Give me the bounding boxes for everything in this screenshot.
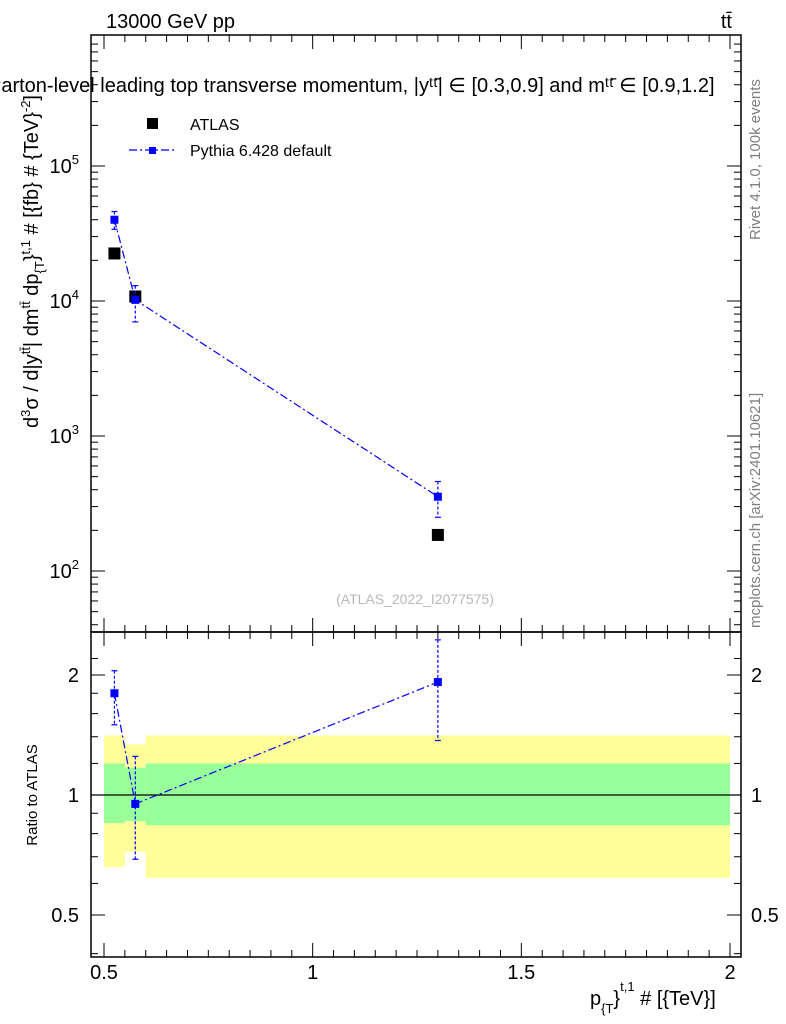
svg-text:d3σ / d|ytt̄| dmtt̄ dp{T}t,1 #: d3σ / d|ytt̄| dmtt̄ dp{T}t,1 # [{fb} # {… [18,95,47,428]
legend-pythia-label: Pythia 6.428 default [190,143,332,160]
atlas-data-point [108,247,121,260]
legend-atlas-label: ATLAS [190,117,240,134]
ratio-y-axis-title: Ratio to ATLAS [24,744,41,845]
ratio-pythia-point [110,689,119,698]
process-label: tt̄ [721,11,733,33]
chart-title: Parton-level leading top transverse mome… [0,75,715,97]
ratio-pythia-point [433,678,442,687]
x-tick-label: 1 [307,962,318,984]
rivet-version-label: Rivet 4.1.0, 100k events [747,79,764,240]
atlas-data-point [431,528,444,541]
ratio-y-tick-label-right: 0.5 [751,905,779,927]
main-y-axis: 102 103 104 105 [50,43,741,626]
main-y-axis-title: d3σ / d|ytt̄| dmtt̄ dp{T}t,1 # [{fb} # {… [18,95,47,428]
ratio-stat-uncertainty-band [104,763,125,824]
ratio-y-tick-label-right: 2 [751,665,762,687]
x-axis-title: p{T}t,1 # [{TeV}] [590,979,716,1016]
main-plot-data [108,210,444,541]
pythia-data-point [131,295,140,304]
pythia-data-point [110,215,119,224]
main-panel-frame [90,34,742,633]
ratio-y-tick-label-left: 2 [68,665,79,687]
main-y-tick-label: 104 [50,287,79,313]
main-panel: 102 103 104 105 (ATLAS_2022_I2077575) [50,34,742,633]
ratio-axes: 0.5 1 1.5 2 0.5 0.5 1 1 2 2 [51,632,779,984]
x-tick-label: 2 [724,962,735,984]
mcplots-url-label: mcplots.cern.ch [arXiv:2401.10621] [747,393,764,628]
legend-pythia-marker [149,147,156,154]
analysis-watermark: (ATLAS_2022_I2077575) [336,591,494,607]
ratio-stat-uncertainty-band [145,763,730,826]
x-tick-label: 1.5 [507,962,535,984]
ratio-y-tick-label-left: 1 [68,785,79,807]
main-y-tick-label: 105 [50,152,79,178]
legend-atlas-marker [147,118,158,129]
svg-text:p{T}t,1 # [{TeV}]: p{T}t,1 # [{TeV}] [590,979,716,1016]
pythia-series-line [113,219,439,498]
main-x-axis-ticks [103,35,731,632]
ratio-y-tick-label-right: 1 [751,785,762,807]
pythia-data-point [433,492,442,501]
ratio-pythia-point [131,799,140,808]
ratio-panel: 0.5 1 1.5 2 0.5 0.5 1 1 2 2 [51,631,779,984]
main-y-tick-label: 103 [50,422,79,448]
energy-label: 13000 GeV pp [106,11,235,33]
ratio-y-tick-label-left: 0.5 [51,905,79,927]
ratio-plot-data [91,639,741,878]
x-tick-label: 0.5 [90,962,118,984]
legend: ATLAS Pythia 6.428 default [129,117,332,160]
main-y-tick-label: 102 [50,557,79,583]
